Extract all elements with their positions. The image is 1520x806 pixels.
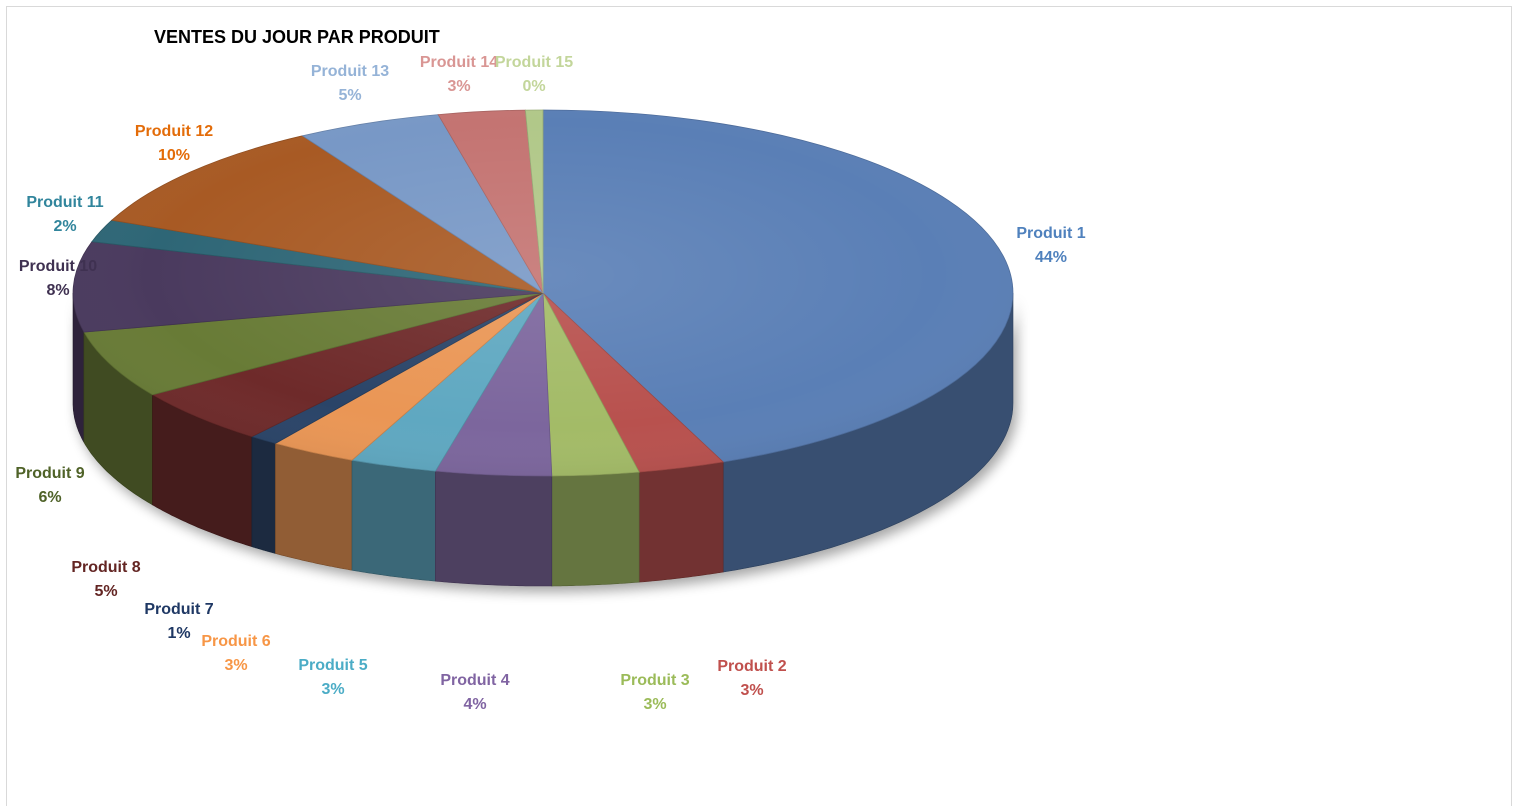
data-label-name: Produit 15 [495, 54, 573, 71]
data-label-produit-10: Produit 10 8% [19, 258, 97, 299]
chart-title: VENTES DU JOUR PAR PRODUIT [154, 27, 440, 47]
data-label-percent: 3% [447, 78, 470, 95]
data-label-name: Produit 7 [144, 601, 213, 618]
data-label-name: Produit 13 [311, 63, 389, 80]
data-label-percent: 6% [38, 489, 61, 506]
pie-wall-produit-2 [638, 461, 724, 583]
data-label-percent: 4% [463, 696, 486, 713]
pie-wall-produit-3 [551, 471, 640, 587]
pie-wall-produit-6 [275, 443, 353, 571]
pie-labels: Produit 144%Produit 23%Produit 33%Produi… [15, 54, 1085, 713]
pie-walls [72, 292, 1014, 587]
data-label-produit-5: Produit 5 3% [298, 657, 367, 698]
data-label-percent: 1% [167, 625, 190, 642]
data-label-produit-8: Produit 8 5% [71, 559, 140, 600]
data-label-produit-9: Produit 9 6% [15, 465, 84, 506]
data-label-name: Produit 5 [298, 657, 367, 674]
data-label-name: Produit 10 [19, 258, 97, 275]
data-label-percent: 8% [46, 282, 69, 299]
data-label-produit-11: Produit 11 2% [26, 194, 103, 235]
data-label-name: Produit 11 [26, 194, 103, 211]
pie-wall-produit-7 [251, 436, 276, 554]
data-label-produit-14: Produit 14 3% [420, 54, 498, 95]
data-label-percent: 10% [158, 147, 190, 164]
pie-wall-produit-5 [351, 459, 436, 582]
data-label-produit-3: Produit 3 3% [620, 672, 689, 713]
pie-top [72, 109, 1014, 477]
data-label-percent: 3% [643, 696, 666, 713]
data-label-produit-4: Produit 4 4% [440, 672, 509, 713]
data-label-produit-13: Produit 13 5% [311, 63, 389, 104]
data-label-percent: 5% [338, 87, 361, 104]
data-label-name: Produit 2 [717, 658, 786, 675]
data-label-name: Produit 14 [420, 54, 498, 71]
data-label-name: Produit 12 [135, 123, 213, 140]
data-label-percent: 3% [740, 682, 763, 699]
data-label-percent: 44% [1035, 249, 1067, 266]
data-label-percent: 3% [321, 681, 344, 698]
data-label-name: Produit 6 [201, 633, 270, 650]
data-label-produit-15: Produit 15 0% [495, 54, 573, 95]
data-label-produit-6: Produit 6 3% [201, 633, 270, 674]
pie-top-shine [73, 110, 1013, 476]
pie-wall-produit-4 [435, 470, 553, 587]
data-label-percent: 2% [53, 218, 76, 235]
data-label-produit-7: Produit 7 1% [144, 601, 213, 642]
data-label-percent: 0% [522, 78, 545, 95]
data-label-produit-1: Produit 1 44% [1016, 225, 1085, 266]
data-label-name: Produit 8 [71, 559, 140, 576]
data-label-percent: 3% [224, 657, 247, 674]
data-label-name: Produit 4 [440, 672, 509, 689]
data-label-percent: 5% [94, 583, 117, 600]
data-label-name: Produit 3 [620, 672, 689, 689]
data-label-name: Produit 9 [15, 465, 84, 482]
data-label-name: Produit 1 [1016, 225, 1085, 242]
data-label-produit-2: Produit 2 3% [717, 658, 786, 699]
data-label-produit-12: Produit 12 10% [135, 123, 213, 164]
